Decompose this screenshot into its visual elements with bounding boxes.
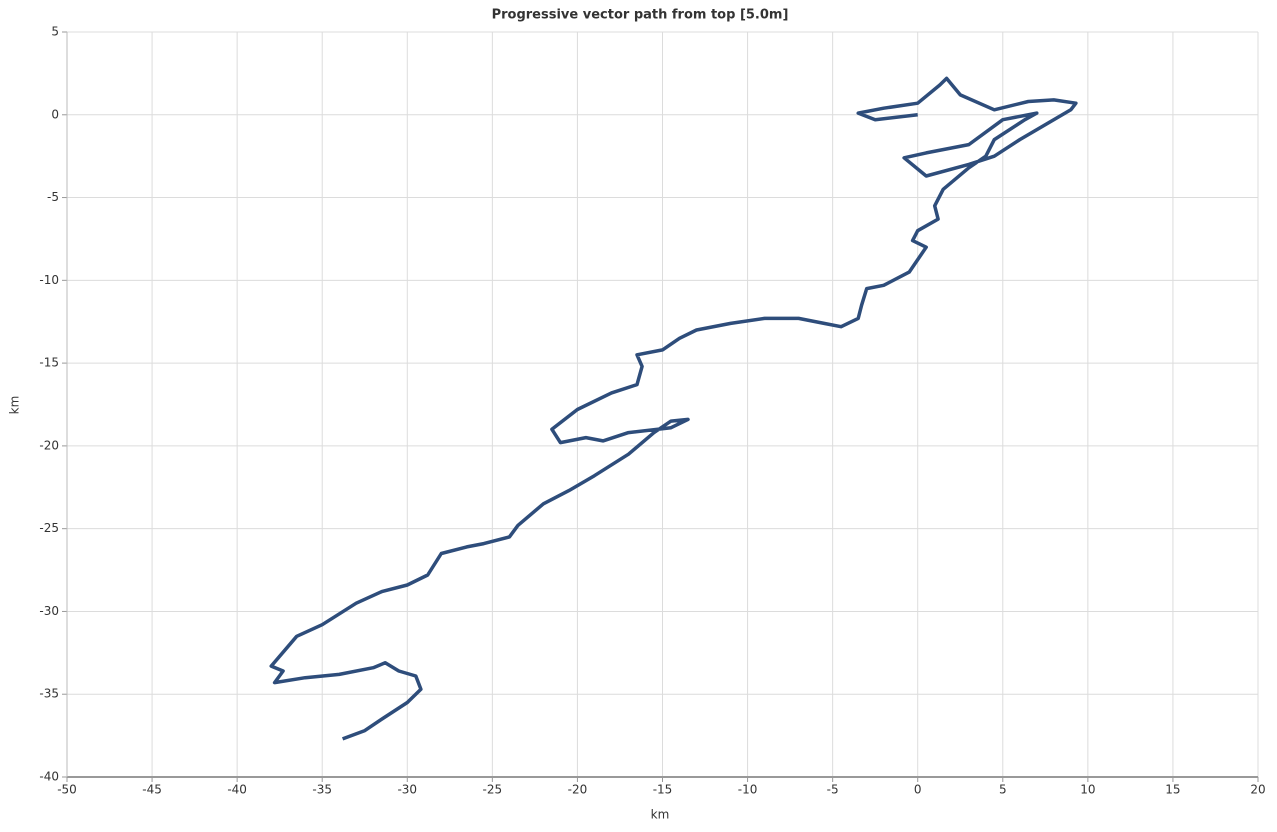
- y-tick-label: 0: [51, 107, 59, 121]
- x-tick-label: 20: [1250, 783, 1265, 797]
- y-tick-label: -20: [39, 438, 59, 452]
- x-tick-label: 5: [999, 783, 1007, 797]
- y-tick-label: -30: [39, 604, 59, 618]
- x-tick-label: -25: [483, 783, 503, 797]
- y-tick-label: -15: [39, 356, 59, 370]
- x-tick-label: 15: [1165, 783, 1180, 797]
- chart-title: Progressive vector path from top [5.0m]: [492, 8, 789, 23]
- x-tick-label: -5: [827, 783, 839, 797]
- y-axis-label: km: [8, 396, 22, 415]
- x-tick-label: -30: [397, 783, 417, 797]
- y-tick-label: 5: [51, 25, 59, 39]
- y-tick-label: -10: [39, 273, 59, 287]
- x-tick-label: -10: [738, 783, 758, 797]
- x-axis-label: km: [651, 808, 670, 822]
- x-tick-label: -50: [57, 783, 77, 797]
- y-tick-label: -35: [39, 687, 59, 701]
- x-tick-label: -45: [142, 783, 162, 797]
- path-line: [269, 76, 1078, 741]
- x-tick-label: 0: [914, 783, 922, 797]
- x-tick-label: -35: [312, 783, 332, 797]
- y-tick-label: -25: [39, 521, 59, 535]
- y-tick-label: -40: [39, 770, 59, 784]
- x-tick-label: -20: [568, 783, 588, 797]
- x-tick-label: 10: [1080, 783, 1095, 797]
- x-tick-label: -15: [653, 783, 673, 797]
- x-tick-label: -40: [227, 783, 247, 797]
- y-tick-label: -5: [47, 190, 59, 204]
